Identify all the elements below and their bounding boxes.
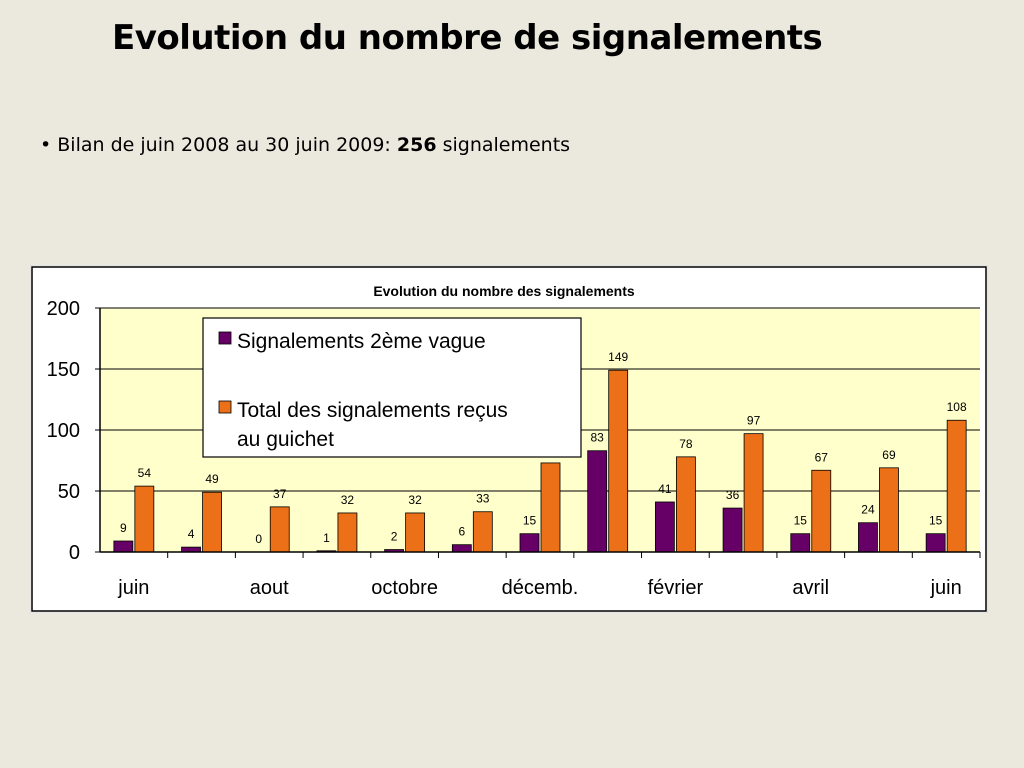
y-tick-label: 100 xyxy=(47,420,80,442)
bar-total xyxy=(743,433,764,553)
bar-total xyxy=(811,469,832,553)
bar-vague2 xyxy=(925,533,946,553)
data-label-vague2: 9 xyxy=(120,521,127,535)
data-label-vague2: 36 xyxy=(726,488,740,502)
data-label-total: 32 xyxy=(341,493,355,507)
bar-total xyxy=(337,512,358,553)
x-tick-label: décemb. xyxy=(502,577,579,599)
y-tick-label: 0 xyxy=(69,542,80,564)
bar-total xyxy=(405,512,426,553)
legend-swatch-total xyxy=(218,400,232,414)
data-label-vague2: 1 xyxy=(323,531,330,545)
data-label-vague2: 24 xyxy=(861,503,875,517)
x-tick-label: juin xyxy=(930,577,962,599)
bar-total xyxy=(134,485,155,553)
x-tick-label: avril xyxy=(792,577,829,599)
data-label-vague2: 0 xyxy=(255,532,262,546)
data-label-total: 67 xyxy=(815,450,829,464)
data-label-total: 97 xyxy=(747,414,761,428)
slide-title: Evolution du nombre de signalements xyxy=(112,18,823,58)
data-label-total: 32 xyxy=(408,493,422,507)
y-tick-label: 50 xyxy=(58,481,80,503)
bullet-marker: • xyxy=(40,134,52,156)
x-tick-label: février xyxy=(648,577,704,599)
y-tick-label: 200 xyxy=(47,298,80,320)
data-label-total: 69 xyxy=(882,448,896,462)
bar-total xyxy=(472,511,493,553)
chart-border xyxy=(31,266,987,612)
data-label-vague2: 41 xyxy=(658,482,672,496)
bullet-total-value: 256 xyxy=(396,134,437,156)
data-label-vague2: 15 xyxy=(794,514,808,528)
bar-vague2 xyxy=(790,533,811,553)
data-label-vague2: 4 xyxy=(188,527,195,541)
x-tick-label: aout xyxy=(250,577,289,599)
bar-total xyxy=(675,456,696,553)
legend-box xyxy=(202,317,582,458)
data-label-total: 33 xyxy=(476,492,490,506)
bar-chart: Evolution du nombre des signalements 9 54… xyxy=(30,265,988,613)
bar-total xyxy=(946,419,967,553)
summary-bullet: • Bilan de juin 2008 au 30 juin 2009: 25… xyxy=(40,134,570,156)
data-labels: 9 54 4 49 0 37 1 32 2 32 6 33 15 83 149 41 78 36 97 15 67 24 6… xyxy=(120,350,967,546)
bullet-prefix: Bilan de juin 2008 au 30 juin 2009: xyxy=(57,134,397,156)
x-tick-label: octobre xyxy=(371,577,438,599)
bar-vague2 xyxy=(654,501,675,553)
data-label-vague2: 6 xyxy=(458,525,465,539)
data-label-vague2: 2 xyxy=(391,530,398,544)
data-label-total: 54 xyxy=(138,466,152,480)
bar-total xyxy=(608,369,629,553)
y-tick-label: 150 xyxy=(47,359,80,381)
bar-vague2 xyxy=(722,507,743,553)
bar-total xyxy=(202,491,222,553)
bar-vague2 xyxy=(858,522,878,553)
bar-vague2 xyxy=(519,533,540,553)
legend-swatch-vague2 xyxy=(218,331,232,345)
x-tick-label: juin xyxy=(117,577,149,599)
data-label-total: 149 xyxy=(608,350,628,364)
bar-vague2 xyxy=(587,450,608,553)
bar-total xyxy=(269,506,290,553)
data-label-total: 78 xyxy=(679,437,693,451)
legend-label-vague2: Signalements 2ème vague xyxy=(237,330,486,353)
legend: Signalements 2ème vague Total des signale… xyxy=(202,317,582,458)
legend-label-total: Total des signalements reçus au guichet xyxy=(237,399,508,451)
data-label-vague2: 15 xyxy=(523,514,537,528)
chart-container: Evolution du nombre des signalements 9 54… xyxy=(30,265,988,613)
bars xyxy=(113,369,967,553)
data-label-vague2: 83 xyxy=(591,431,605,445)
data-label-total: 37 xyxy=(273,487,287,501)
bar-total xyxy=(879,467,899,553)
data-label-total: 49 xyxy=(205,472,219,486)
data-label-vague2: 15 xyxy=(929,514,943,528)
bullet-suffix: signalements xyxy=(436,134,571,156)
data-label-total: 108 xyxy=(947,400,967,414)
bar-total xyxy=(540,462,561,553)
chart-title: Evolution du nombre des signalements xyxy=(373,283,635,299)
bar-vague2 xyxy=(113,540,134,553)
bar-vague2 xyxy=(451,544,472,553)
